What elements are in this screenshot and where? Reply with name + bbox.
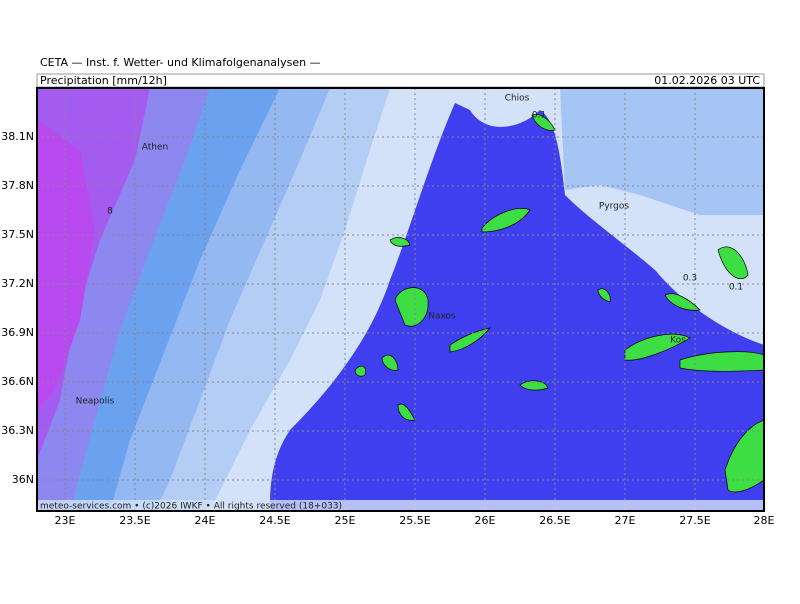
field-band6 — [37, 120, 95, 410]
islands — [354, 114, 765, 493]
lon-label: 25.5E — [399, 514, 430, 527]
contour-label: 0.3 — [683, 274, 697, 284]
lat-label: 37.5N — [1, 228, 34, 241]
lon-label: 26E — [475, 514, 496, 527]
footer-band — [38, 500, 763, 510]
lon-label: 24E — [195, 514, 216, 527]
datetime: 01.02.2026 03 UTC — [654, 74, 760, 87]
place-name: Chios — [505, 94, 530, 104]
lat-label: 36.3N — [1, 424, 34, 437]
lon-label: 25E — [335, 514, 356, 527]
lon-label: 24.5E — [259, 514, 290, 527]
lon-label: 27.5E — [679, 514, 710, 527]
place-name: Naxos — [428, 312, 456, 322]
lon-label: 26.5E — [539, 514, 570, 527]
contour-label: 8 — [107, 207, 113, 217]
lat-label: 37.2N — [1, 277, 34, 290]
place-name: Pyrgos — [599, 202, 630, 212]
field-ne — [560, 88, 764, 215]
map-area — [36, 87, 765, 512]
lat-label: 38.1N — [1, 130, 34, 143]
contour-label: 0.1 — [729, 283, 743, 293]
place-name: Athen — [142, 143, 168, 153]
lat-label: 36.6N — [1, 375, 34, 388]
lon-label: 28E — [754, 514, 775, 527]
lon-label: 23.5E — [119, 514, 150, 527]
graticule — [37, 88, 764, 511]
footer: meteo-services.com • (c)2026 IWKF • All … — [40, 502, 342, 512]
lon-label: 23E — [55, 514, 76, 527]
map-frame — [36, 87, 765, 512]
place-name: Kos — [670, 336, 686, 346]
lat-label: 36N — [12, 473, 34, 486]
place-name: Neapolis — [76, 397, 115, 407]
lat-label: 36.9N — [1, 326, 34, 339]
header-title: CETA — Inst. f. Wetter- und Klimafolgena… — [40, 56, 321, 69]
field-core — [270, 103, 764, 511]
lat-label: 37.8N — [1, 179, 34, 192]
lon-label: 27E — [615, 514, 636, 527]
variable: Precipitation [mm/12h] — [40, 74, 167, 87]
contour-label: 0.1 — [532, 111, 546, 121]
